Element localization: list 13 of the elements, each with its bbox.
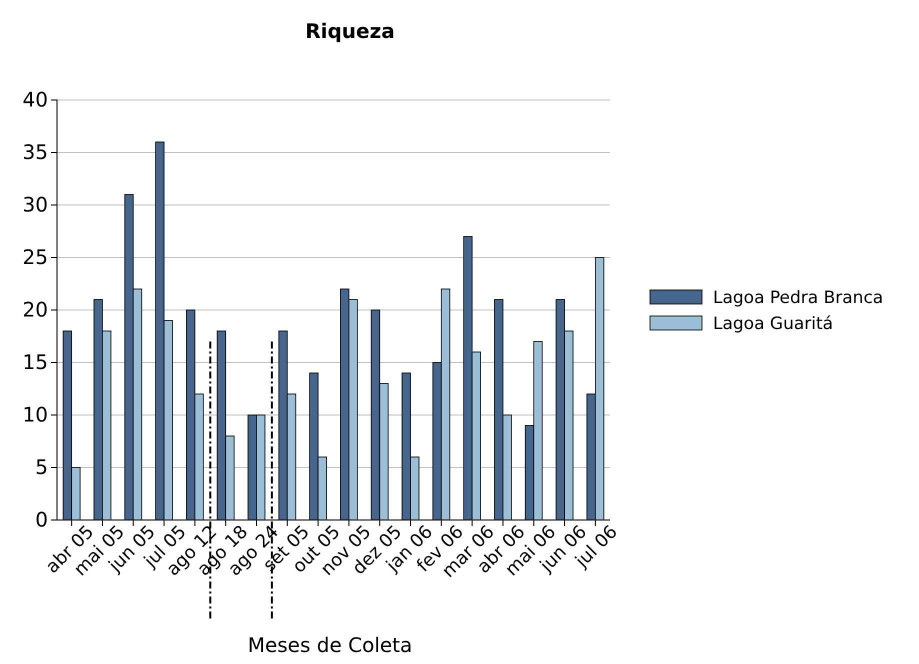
chart-title: Riqueza <box>305 19 395 43</box>
y-tick-label: 5 <box>35 454 48 479</box>
legend-label: Lagoa Pedra Branca <box>713 288 884 308</box>
legend-label: Lagoa Guaritá <box>713 314 834 334</box>
y-tick-label: 0 <box>35 507 48 532</box>
y-tick-label: 10 <box>22 402 48 426</box>
y-tick-label: 40 <box>22 87 48 112</box>
y-tick-label: 15 <box>22 350 48 374</box>
y-tick-label: 20 <box>22 297 48 322</box>
y-tick-label: 25 <box>22 244 48 269</box>
y-tick-label: 35 <box>22 140 48 164</box>
x-axis-title: Meses de Coleta <box>248 633 412 657</box>
y-tick-label: 30 <box>22 192 48 216</box>
